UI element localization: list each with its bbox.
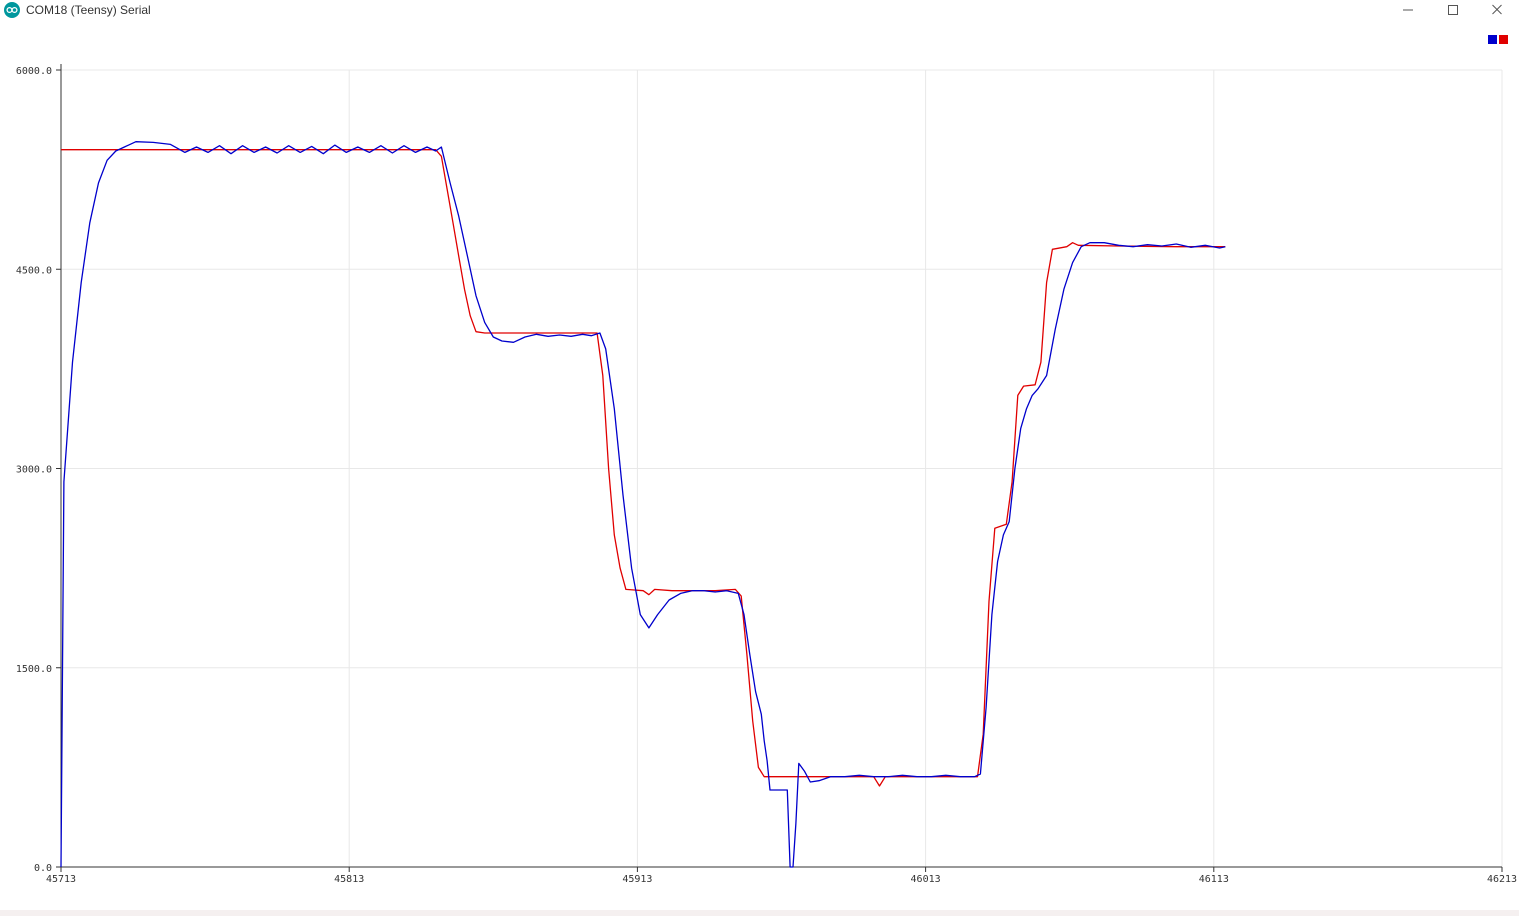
y-tick-label: 0.0 [34,863,52,874]
y-tick-label: 3000.0 [16,465,52,476]
minimize-button[interactable] [1386,0,1430,20]
x-tick-label: 46213 [1487,874,1517,885]
x-tick-label: 45813 [334,874,364,885]
x-tick-label: 46113 [1199,874,1229,885]
x-tick-label: 45913 [622,874,652,885]
x-tick-label: 46013 [911,874,941,885]
series-line-red [61,149,1226,787]
close-button[interactable] [1475,0,1519,20]
window-title: COM18 (Teensy) Serial [26,3,151,17]
x-tick-label: 45713 [46,874,76,885]
legend-swatch-red [1499,35,1508,44]
series-line-blue [60,141,1226,868]
bottom-edge [0,910,1519,916]
title-bar: COM18 (Teensy) Serial [0,0,1519,20]
arduino-infinity-icon [4,2,20,18]
y-tick-label: 4500.0 [16,265,52,276]
legend-swatch-blue [1488,35,1497,44]
maximize-icon [1448,5,1458,15]
minimize-icon [1403,9,1413,11]
y-tick-label: 1500.0 [16,664,52,675]
close-icon [1492,4,1502,15]
y-tick-label: 6000.0 [16,66,52,77]
maximize-button[interactable] [1431,0,1475,20]
